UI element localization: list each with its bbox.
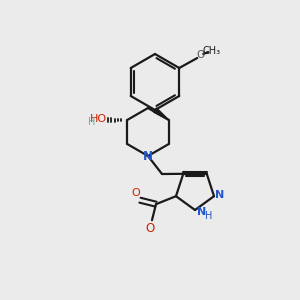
Text: N: N bbox=[143, 151, 153, 164]
Text: HO: HO bbox=[90, 114, 107, 124]
Text: O: O bbox=[132, 188, 140, 198]
Text: H: H bbox=[88, 117, 95, 127]
Text: O: O bbox=[146, 222, 154, 235]
Text: O: O bbox=[196, 50, 204, 60]
Text: CH₃: CH₃ bbox=[202, 46, 220, 56]
Text: H: H bbox=[205, 211, 213, 221]
Polygon shape bbox=[154, 108, 169, 120]
Text: N: N bbox=[215, 190, 225, 200]
Text: N: N bbox=[197, 207, 207, 217]
